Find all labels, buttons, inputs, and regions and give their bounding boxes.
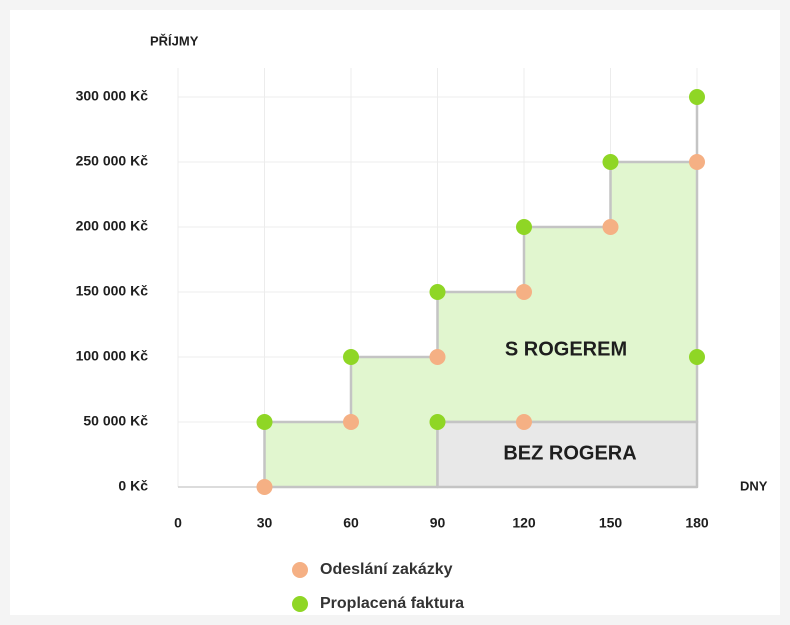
- y-tick-label: 200 000 Kč: [76, 218, 149, 234]
- x-tick-label: 180: [685, 515, 709, 531]
- y-tick-label: 50 000 Kč: [83, 413, 148, 429]
- area-label: S ROGEREM: [505, 338, 627, 360]
- point: [343, 414, 359, 430]
- point: [602, 219, 619, 235]
- y-tick-label: 300 000 Kč: [76, 88, 149, 104]
- x-tick-label: 120: [512, 515, 536, 531]
- point: [516, 414, 532, 430]
- point: [689, 349, 705, 365]
- y-tick-label: 100 000 Kč: [76, 348, 149, 364]
- point: [602, 154, 619, 170]
- x-tick-label: 90: [430, 515, 446, 531]
- point: [256, 479, 273, 495]
- x-axis-label: DNY: [740, 478, 768, 493]
- point: [689, 154, 705, 170]
- x-tick-label: 0: [174, 515, 182, 531]
- y-tick-label: 250 000 Kč: [76, 153, 149, 169]
- x-tick-label: 30: [257, 515, 273, 531]
- point: [516, 219, 532, 235]
- point: [429, 349, 446, 365]
- step-area: [436, 420, 699, 489]
- point: [429, 284, 446, 300]
- point: [429, 414, 446, 430]
- legend-label: Proplacená faktura: [320, 595, 464, 612]
- area-label: BEZ ROGERA: [503, 442, 636, 464]
- point: [689, 89, 705, 105]
- point: [343, 349, 359, 365]
- point: [516, 284, 532, 300]
- legend-marker: [292, 596, 308, 612]
- y-tick-label: 0 Kč: [118, 478, 148, 494]
- legend-marker: [292, 562, 308, 578]
- x-tick-label: 60: [343, 515, 359, 531]
- point: [256, 414, 273, 430]
- x-tick-label: 150: [599, 515, 623, 531]
- legend-label: Odeslání zakázky: [320, 561, 453, 578]
- y-tick-label: 150 000 Kč: [76, 283, 149, 299]
- y-axis-label: PŘÍJMY: [150, 33, 199, 48]
